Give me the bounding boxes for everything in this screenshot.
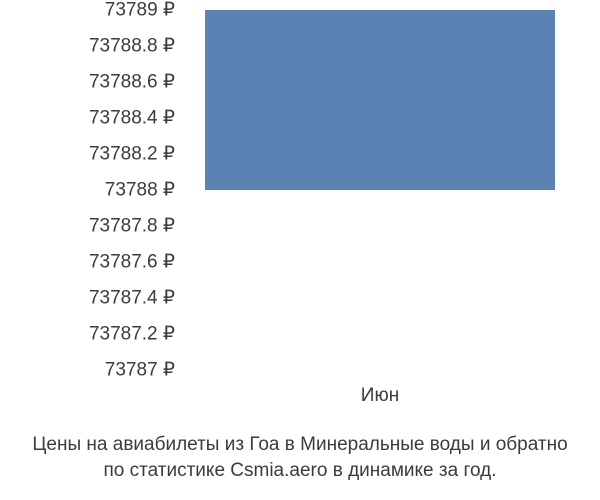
plot-area: Июн — [190, 10, 570, 370]
y-tick-label: 73787 ₽ — [105, 359, 175, 382]
chart-container: 73789 ₽73788.8 ₽73788.6 ₽73788.4 ₽73788.… — [20, 10, 580, 430]
y-tick-label: 73788.6 ₽ — [89, 71, 175, 94]
y-tick-label: 73787.6 ₽ — [89, 251, 175, 274]
chart-caption: Цены на авиабилеты из Гоа в Минеральные … — [0, 432, 600, 485]
y-tick-label: 73788.2 ₽ — [89, 143, 175, 166]
y-axis: 73789 ₽73788.8 ₽73788.6 ₽73788.4 ₽73788.… — [20, 10, 175, 370]
y-tick-label: 73787.4 ₽ — [89, 287, 175, 310]
y-tick-label: 73788 ₽ — [105, 179, 175, 202]
bar — [205, 10, 555, 190]
y-tick-label: 73788.8 ₽ — [89, 35, 175, 58]
caption-line1: Цены на авиабилеты из Гоа в Минеральные … — [32, 434, 567, 455]
y-tick-label: 73787.2 ₽ — [89, 323, 175, 346]
y-tick-label: 73787.8 ₽ — [89, 215, 175, 238]
y-tick-label: 73788.4 ₽ — [89, 107, 175, 130]
caption-line2: по статистике Csmia.aero в динамике за г… — [104, 460, 497, 481]
y-tick-label: 73789 ₽ — [105, 0, 175, 22]
x-category-label: Июн — [361, 385, 399, 407]
